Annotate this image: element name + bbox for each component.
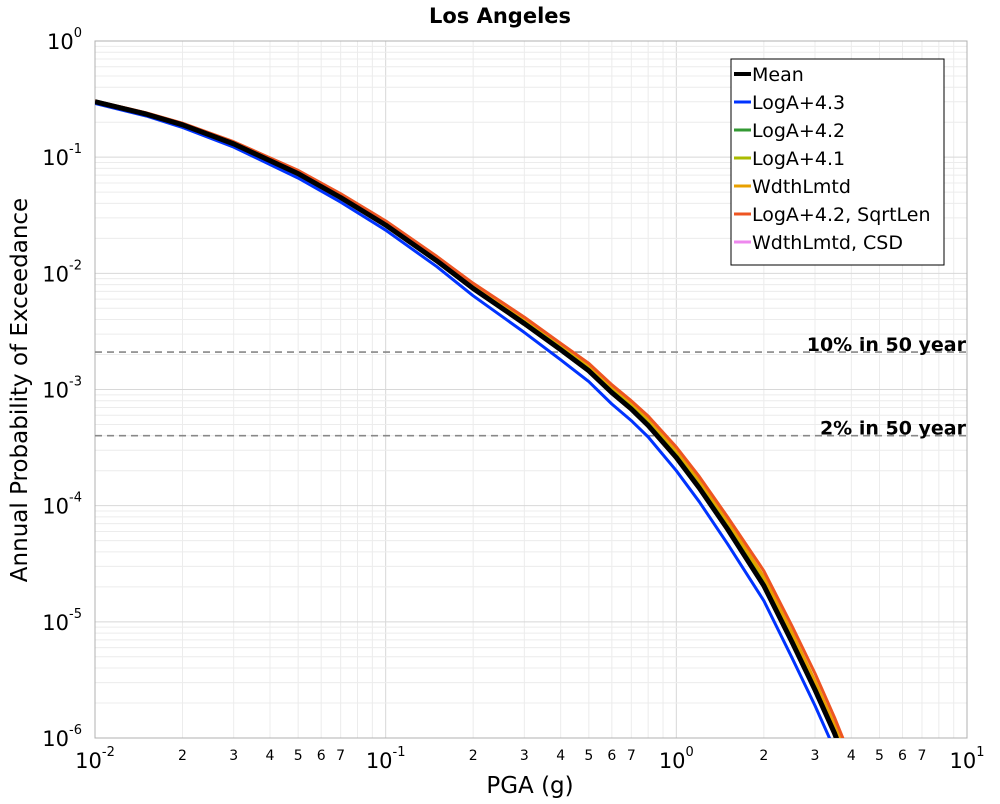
tick-base: 10 [42,262,69,286]
tick-exponent: -5 [69,607,82,622]
tick-exponent: -2 [69,258,82,273]
tick-exponent: 1 [976,745,984,760]
tick-exponent: 0 [74,26,82,41]
x-minor-tick-label: 4 [266,748,275,764]
x-minor-tick-label: 5 [584,748,593,764]
legend-label: LogA+4.2, SqrtLen [752,204,931,226]
x-minor-tick-label: 7 [336,748,345,764]
series-lines [95,99,845,738]
legend-box [730,58,945,266]
x-minor-tick-label: 6 [898,748,907,764]
x-minor-tick-label: 7 [627,748,636,764]
x-minor-tick-label: 6 [607,748,616,764]
tick-base: 10 [42,727,69,751]
y-axis-label: Annual Probability of Exceedance [7,198,33,582]
legend-label: Mean [752,64,804,86]
y-major-tick-label: 10-3 [42,375,82,403]
plot-frame [94,40,968,739]
legend-label: LogA+4.1 [752,148,845,170]
x-major-tick-label: 100 [659,745,694,773]
x-minor-tick-label: 3 [811,748,820,764]
y-major-tick-label: 100 [47,26,82,54]
x-major-tick-label: 10-2 [75,745,115,773]
tick-base: 10 [47,30,74,54]
legend-label: WdthLmtd, CSD [752,232,903,254]
x-minor-tick-label: 2 [469,748,478,764]
reference-line-label: 2% in 50 year [820,418,967,440]
series-line-mean [95,99,840,738]
y-major-tick-label: 10-1 [42,142,82,170]
x-major-tick-label: 10-1 [366,745,406,773]
tick-exponent: -6 [69,723,82,738]
legend: Mean LogA+4.3 LogA+4.2 LogA+4.1 WdthLmtd LogA… [730,58,945,266]
x-minor-tick-label: 3 [229,748,238,764]
tick-exponent: -2 [102,745,115,760]
reference-lines: 10% in 50 year 2% in 50 year [95,334,967,440]
x-minor-tick-label: 4 [847,748,856,764]
y-major-tick-label: 10-4 [42,491,82,519]
tick-base: 10 [949,749,976,773]
tick-base: 10 [366,749,393,773]
legend-label: LogA+4.3 [752,92,845,114]
tick-exponent: -4 [69,491,82,506]
tick-base: 10 [42,379,69,403]
series-line-loga-4-3 [95,102,832,738]
tick-base: 10 [42,611,69,635]
x-minor-tick-label: 4 [556,748,565,764]
tick-exponent: 0 [686,745,694,760]
x-minor-tick-label: 2 [178,748,187,764]
reference-line-label: 10% in 50 year [807,334,967,356]
x-minor-tick-label: 5 [294,748,303,764]
tick-base: 10 [75,749,102,773]
tick-base: 10 [659,749,686,773]
tick-base: 10 [42,495,69,519]
chart-title: Los Angeles [429,4,571,28]
x-major-tick-label: 101 [949,745,984,773]
x-minor-tick-label: 6 [317,748,326,764]
x-minor-tick-label: 5 [875,748,884,764]
tick-exponent: -3 [69,375,82,390]
y-major-tick-label: 10-2 [42,258,82,286]
tick-exponent: -1 [69,142,82,157]
tick-base: 10 [42,146,69,170]
tick-exponent: -1 [393,745,406,760]
y-major-tick-label: 10-6 [42,723,82,751]
x-minor-tick-label: 3 [520,748,529,764]
x-minor-tick-label: 7 [918,748,927,764]
x-axis-label: PGA (g) [486,773,573,799]
legend-label: LogA+4.2 [752,120,845,142]
x-minor-tick-label: 2 [759,748,768,764]
legend-label: WdthLmtd [752,176,851,198]
y-major-tick-label: 10-5 [42,607,82,635]
series-line-loga-4-2-sqrtlen [95,99,845,738]
grid-lines [94,41,967,739]
